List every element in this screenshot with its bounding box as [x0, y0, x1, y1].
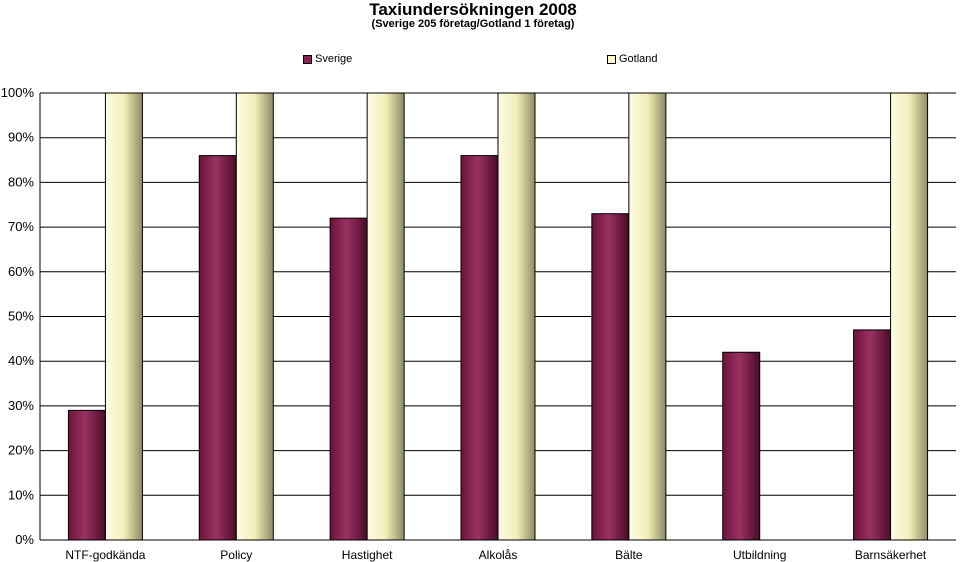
- legend-label-gotland: Gotland: [619, 53, 658, 65]
- y-tick-label: 20%: [8, 443, 34, 458]
- bar-gotland-4: [497, 92, 536, 541]
- y-tick-label: 100%: [1, 85, 35, 100]
- y-tick-label: 10%: [8, 487, 34, 502]
- x-tick-label: Hastighet: [342, 548, 393, 562]
- bar-gotland-7: [890, 92, 929, 541]
- bar-sverige-7: [853, 329, 892, 541]
- chart-title: Taxiundersökningen 2008: [369, 0, 577, 19]
- bar-gotland-3: [366, 92, 405, 541]
- bar-sverige-1: [67, 409, 106, 541]
- x-tick-label: Alkolås: [479, 548, 518, 562]
- x-tick-label: Bälte: [615, 548, 643, 562]
- legend-label-sverige: Sverige: [315, 53, 353, 65]
- legend-swatch-sverige: [303, 54, 312, 64]
- y-tick-label: 60%: [8, 264, 34, 279]
- bar-gotland-5: [628, 92, 667, 541]
- bar-sverige-4: [460, 155, 499, 541]
- chart-subtitle: (Sverige 205 företag/Gotland 1 företag): [371, 18, 575, 30]
- bar-sverige-2: [198, 155, 237, 541]
- bar-gotland-2: [235, 92, 274, 541]
- y-tick-label: 40%: [8, 353, 34, 368]
- x-tick-label: NTF-godkända: [65, 548, 145, 562]
- y-tick-label: 30%: [8, 398, 34, 413]
- bar-sverige-3: [329, 217, 368, 541]
- y-tick-label: 90%: [8, 130, 34, 145]
- y-tick-label: 0%: [15, 532, 34, 547]
- y-tick-label: 50%: [8, 309, 34, 324]
- y-tick-label: 80%: [8, 174, 34, 189]
- x-tick-label: Policy: [220, 548, 252, 562]
- bar-sverige-5: [591, 213, 630, 541]
- bar-gotland-1: [104, 92, 143, 541]
- bar-sverige-6: [722, 351, 761, 541]
- legend-swatch-gotland: [607, 54, 616, 64]
- y-tick-label: 70%: [8, 219, 34, 234]
- legend-item-gotland: Gotland: [607, 52, 658, 66]
- legend-item-sverige: Sverige: [303, 52, 352, 66]
- x-tick-label: Utbildning: [733, 548, 786, 562]
- x-tick-label: Barnsäkerhet: [855, 548, 927, 562]
